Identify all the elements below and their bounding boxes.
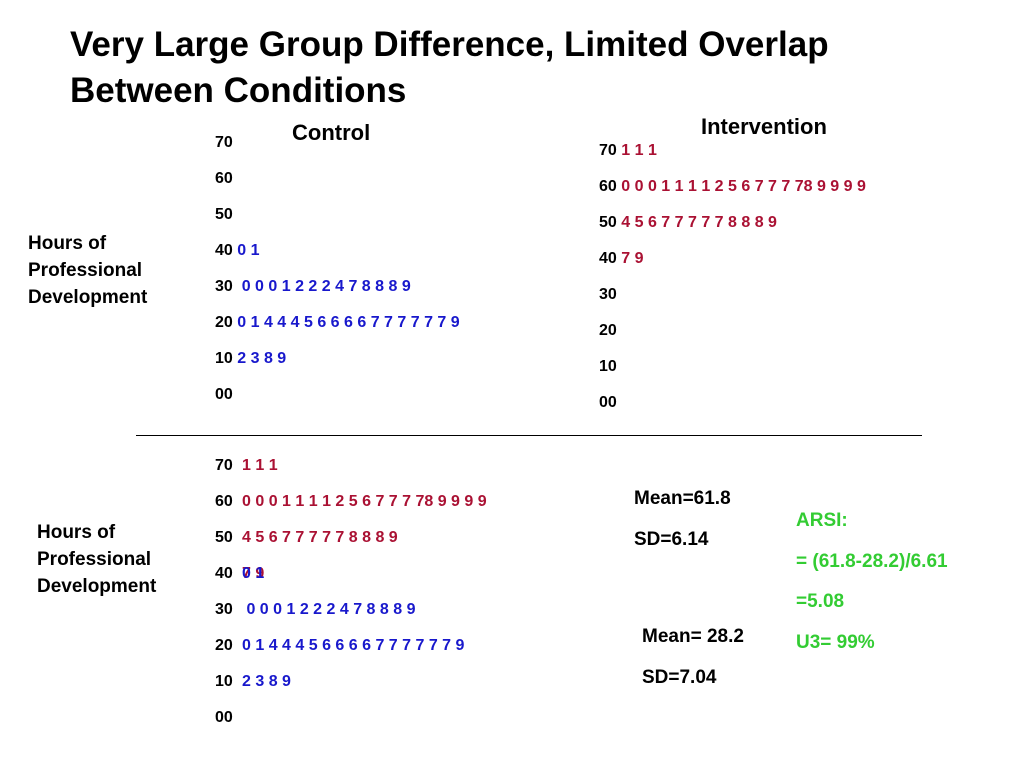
intervention-row: 40 7 9	[599, 249, 644, 269]
leaf-values: 4 5 6 7 7 7 7 7 8 8 8 9	[621, 214, 777, 231]
intervention-sd: SD=6.14	[634, 529, 709, 550]
section-divider	[136, 435, 922, 436]
control-mean: Mean= 28.2	[642, 626, 744, 647]
stem-value: 30	[599, 286, 622, 303]
stem-value: 00	[599, 394, 622, 411]
leaf-values: 7 9	[621, 250, 644, 267]
combined-row: 50 4 5 6 7 7 7 7 7 8 8 8 9	[215, 528, 398, 548]
title-line-2: Between Conditions	[70, 71, 407, 110]
intervention-row: 50 4 5 6 7 7 7 7 7 8 8 8 9	[599, 213, 777, 233]
control-row: 10 2 3 8 9	[215, 349, 286, 369]
combined-row: 00	[215, 708, 233, 728]
intervention-heading: Intervention	[701, 114, 827, 139]
stem-value: 30	[215, 278, 238, 295]
leaf-values: 1 1 1	[621, 142, 657, 159]
combined-row: 20 0 1 4 4 4 5 6 6 6 6 7 7 7 7 7 7 9	[215, 636, 464, 656]
stem-value: 10	[599, 358, 622, 375]
stem-value: 70	[599, 142, 622, 159]
stem-value: 60	[599, 178, 622, 195]
leaf-values: 0 0 0 1 1 1 1 2 5 6 7 7 7 78 9 9 9 9	[621, 178, 866, 195]
control-row: 30 0 0 0 1 2 2 2 4 7 8 8 8 9	[215, 277, 411, 297]
intervention-leaves: 1 1 1	[242, 457, 278, 474]
stem-value: 50	[215, 529, 233, 546]
stem-value: 40	[215, 565, 233, 582]
arsi-label: ARSI:	[796, 510, 848, 531]
control-row: 50	[215, 205, 237, 225]
intervention-mean: Mean=61.8	[634, 488, 731, 509]
stem-value: 00	[215, 386, 238, 403]
leaf-values: 0 1 4 4 4 5 6 6 6 6 7 7 7 7 7 7 9	[237, 314, 460, 331]
control-leaves: 0 0 0 1 2 2 2 4 7 8 8 8 9	[242, 601, 416, 618]
intervention-leaves: 4 5 6 7 7 7 7 7 8 8 8 9	[242, 529, 398, 546]
stem-value: 20	[215, 637, 233, 654]
intervention-leaves: 0 0 0 1 1 1 1 2 5 6 7 7 7 78 9 9 9 9	[242, 493, 487, 510]
ylabel-line-3: Development	[37, 576, 157, 597]
intervention-row: 30	[599, 285, 621, 305]
control-sd: SD=7.04	[642, 667, 717, 688]
control-heading: Control	[292, 120, 371, 145]
intervention-row: 20	[599, 321, 621, 341]
control-row: 60	[215, 169, 237, 189]
control-leaves: 2 3 8 9	[242, 673, 291, 690]
stem-value: 20	[215, 314, 238, 331]
u3-value: U3= 99%	[796, 632, 875, 653]
leaf-values: 0 0 0 1 2 2 2 4 7 8 8 8 9	[237, 278, 411, 295]
ylabel-line-2: Professional	[28, 260, 143, 281]
title-line-1: Very Large Group Difference, Limited Ove…	[70, 25, 829, 64]
intervention-leaves: 7 9	[242, 565, 265, 582]
stem-value: 00	[215, 709, 233, 726]
control-row: 20 0 1 4 4 4 5 6 6 6 6 7 7 7 7 7 7 9	[215, 313, 460, 333]
ylabel-line-2: Professional	[37, 549, 152, 570]
combined-row: 70 1 1 1	[215, 456, 278, 476]
ylabel-line-1: Hours of	[37, 522, 116, 543]
arsi-formula: = (61.8-28.2)/6.61	[796, 551, 948, 572]
stem-value: 40	[599, 250, 622, 267]
y-axis-label-top: Hours of Professional Development	[28, 230, 147, 311]
stem-value: 60	[215, 493, 233, 510]
stem-value: 50	[599, 214, 622, 231]
intervention-row: 00	[599, 393, 621, 413]
control-leaves: 0 1 4 4 4 5 6 6 6 6 7 7 7 7 7 7 9	[242, 637, 465, 654]
stem-value: 10	[215, 350, 238, 367]
ylabel-line-1: Hours of	[28, 233, 107, 254]
control-row: 70	[215, 133, 237, 153]
stem-value: 30	[215, 601, 233, 618]
arsi-value: =5.08	[796, 591, 845, 612]
stem-value: 20	[599, 322, 622, 339]
y-axis-label-bottom: Hours of Professional Development	[37, 519, 156, 600]
combined-row: 60 0 0 0 1 1 1 1 2 5 6 7 7 7 78 9 9 9 9	[215, 492, 487, 512]
intervention-row: 60 0 0 0 1 1 1 1 2 5 6 7 7 7 78 9 9 9 9	[599, 177, 866, 197]
ylabel-line-3: Development	[28, 287, 148, 308]
intervention-row: 10	[599, 357, 621, 377]
stem-value: 70	[215, 134, 238, 151]
intervention-row: 70 1 1 1	[599, 141, 657, 161]
leaf-values: 0 1	[237, 242, 260, 259]
stem-value: 70	[215, 457, 233, 474]
combined-row: 30 0 0 0 1 2 2 2 4 7 8 8 8 9	[215, 600, 415, 620]
slide-title: Very Large Group Difference, Limited Ove…	[70, 22, 829, 114]
combined-row: 10 2 3 8 9	[215, 672, 291, 692]
control-leaves: 0 1	[242, 565, 265, 582]
stem-value: 40	[215, 242, 238, 259]
stem-value: 10	[215, 673, 233, 690]
control-row: 40 0 1	[215, 241, 260, 261]
control-row: 00	[215, 385, 237, 405]
stem-value: 50	[215, 206, 238, 223]
stem-value: 60	[215, 170, 238, 187]
leaf-values: 2 3 8 9	[237, 350, 287, 367]
